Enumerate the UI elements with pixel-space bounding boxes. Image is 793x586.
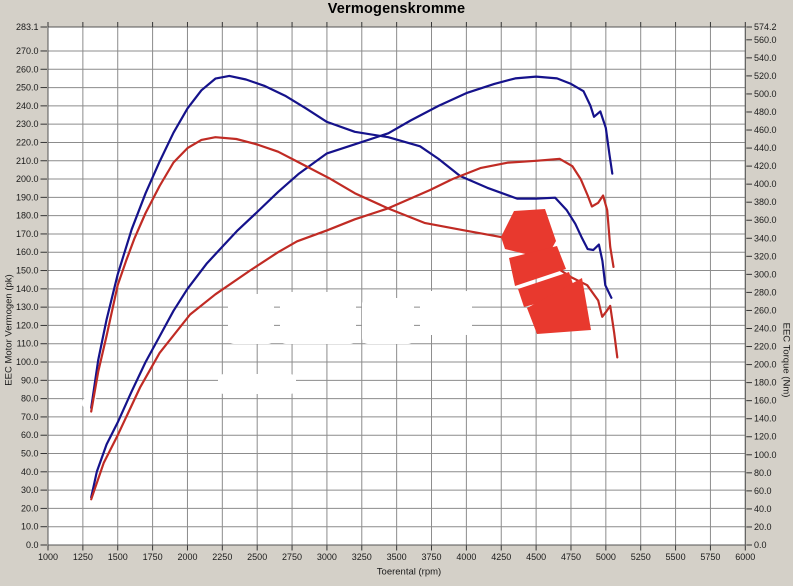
- svg-text:480.0: 480.0: [754, 107, 777, 117]
- svg-text:320.0: 320.0: [754, 251, 777, 261]
- svg-text:210.0: 210.0: [16, 156, 39, 166]
- gridlines: [47, 26, 746, 546]
- svg-text:2500: 2500: [247, 552, 267, 562]
- svg-text:1000: 1000: [38, 552, 58, 562]
- svg-text:130.0: 130.0: [16, 302, 39, 312]
- svg-text:220.0: 220.0: [754, 342, 777, 352]
- svg-text:40.0: 40.0: [754, 504, 772, 514]
- svg-text:574.2: 574.2: [754, 22, 777, 32]
- svg-text:250.0: 250.0: [16, 83, 39, 93]
- svg-text:460.0: 460.0: [754, 125, 777, 135]
- svg-text:60.0: 60.0: [754, 486, 772, 496]
- svg-text:3000: 3000: [317, 552, 337, 562]
- curve-torque-red: [90, 136, 619, 413]
- svg-text:2250: 2250: [212, 552, 232, 562]
- svg-text:4500: 4500: [526, 552, 546, 562]
- svg-text:240.0: 240.0: [16, 101, 39, 111]
- x-axis-label: Toerental (rpm): [376, 566, 442, 578]
- svg-text:160.0: 160.0: [16, 247, 39, 257]
- svg-text:20.0: 20.0: [754, 522, 772, 532]
- svg-text:520.0: 520.0: [754, 71, 777, 81]
- svg-text:560.0: 560.0: [754, 35, 777, 45]
- svg-text:260.0: 260.0: [754, 305, 777, 315]
- svg-text:4000: 4000: [456, 552, 476, 562]
- svg-text:3750: 3750: [421, 552, 441, 562]
- svg-text:283.1: 283.1: [16, 22, 39, 32]
- svg-text:100.0: 100.0: [16, 357, 39, 367]
- svg-text:100.0: 100.0: [754, 450, 777, 460]
- svg-text:540.0: 540.0: [754, 53, 777, 63]
- svg-text:440.0: 440.0: [754, 143, 777, 153]
- svg-text:5000: 5000: [596, 552, 616, 562]
- svg-text:0.0: 0.0: [26, 540, 39, 550]
- svg-text:110.0: 110.0: [17, 339, 39, 349]
- svg-text:70.0: 70.0: [21, 412, 39, 422]
- axis-ticks: [40, 22, 752, 551]
- svg-text:140.0: 140.0: [754, 414, 777, 424]
- svg-text:5250: 5250: [631, 552, 651, 562]
- svg-text:120.0: 120.0: [754, 432, 777, 442]
- svg-text:6000: 6000: [735, 552, 755, 562]
- svg-text:1250: 1250: [73, 552, 93, 562]
- svg-text:160.0: 160.0: [754, 396, 777, 406]
- curve-power-blue: [90, 75, 614, 499]
- svg-text:10.0: 10.0: [21, 522, 39, 532]
- watermark-whiteout: [82, 291, 472, 409]
- svg-text:20.0: 20.0: [21, 503, 39, 513]
- brand-logo: [501, 209, 591, 334]
- svg-text:1500: 1500: [108, 552, 128, 562]
- svg-text:280.0: 280.0: [754, 287, 777, 297]
- svg-text:360.0: 360.0: [754, 215, 777, 225]
- svg-text:5500: 5500: [666, 552, 686, 562]
- curve-power-red: [90, 157, 615, 501]
- svg-text:80.0: 80.0: [754, 468, 772, 478]
- svg-text:400.0: 400.0: [754, 179, 777, 189]
- svg-text:1750: 1750: [143, 552, 163, 562]
- svg-text:200.0: 200.0: [16, 174, 39, 184]
- svg-text:270.0: 270.0: [16, 46, 39, 56]
- svg-text:60.0: 60.0: [21, 430, 39, 440]
- svg-text:140.0: 140.0: [16, 284, 39, 294]
- svg-text:50.0: 50.0: [21, 449, 39, 459]
- svg-text:260.0: 260.0: [16, 64, 39, 74]
- svg-text:80.0: 80.0: [21, 394, 39, 404]
- svg-text:190.0: 190.0: [16, 192, 39, 202]
- y-axis-label-right: EEC Torque (Nm): [780, 322, 792, 398]
- svg-text:170.0: 170.0: [16, 229, 39, 239]
- y-axis-label-left: EEC Motor Vermogen (pk): [3, 274, 15, 386]
- curve-torque-blue: [90, 74, 613, 409]
- svg-text:2000: 2000: [177, 552, 197, 562]
- tick-labels: 1000 1250 1500 1750 2000 2250 2500 2750 3000 3250…: [16, 22, 777, 562]
- svg-text:380.0: 380.0: [754, 197, 777, 207]
- svg-text:300.0: 300.0: [754, 269, 777, 279]
- svg-text:4250: 4250: [491, 552, 511, 562]
- svg-text:150.0: 150.0: [16, 266, 39, 276]
- svg-text:2750: 2750: [282, 552, 302, 562]
- svg-text:0.0: 0.0: [754, 540, 767, 550]
- svg-text:90.0: 90.0: [21, 375, 39, 385]
- svg-text:30.0: 30.0: [21, 485, 39, 495]
- svg-text:180.0: 180.0: [16, 211, 39, 221]
- svg-text:180.0: 180.0: [754, 378, 777, 388]
- svg-text:40.0: 40.0: [21, 467, 39, 477]
- svg-text:230.0: 230.0: [16, 119, 39, 129]
- svg-text:4750: 4750: [561, 552, 581, 562]
- svg-text:3500: 3500: [387, 552, 407, 562]
- svg-text:120.0: 120.0: [16, 320, 39, 330]
- svg-text:3250: 3250: [352, 552, 372, 562]
- svg-text:240.0: 240.0: [754, 323, 777, 333]
- svg-text:500.0: 500.0: [754, 89, 777, 99]
- svg-text:420.0: 420.0: [754, 161, 777, 171]
- svg-text:340.0: 340.0: [754, 233, 777, 243]
- chart-title: Vermogenskromme: [327, 1, 466, 17]
- svg-text:200.0: 200.0: [754, 360, 777, 370]
- svg-text:220.0: 220.0: [16, 137, 39, 147]
- svg-text:5750: 5750: [700, 552, 720, 562]
